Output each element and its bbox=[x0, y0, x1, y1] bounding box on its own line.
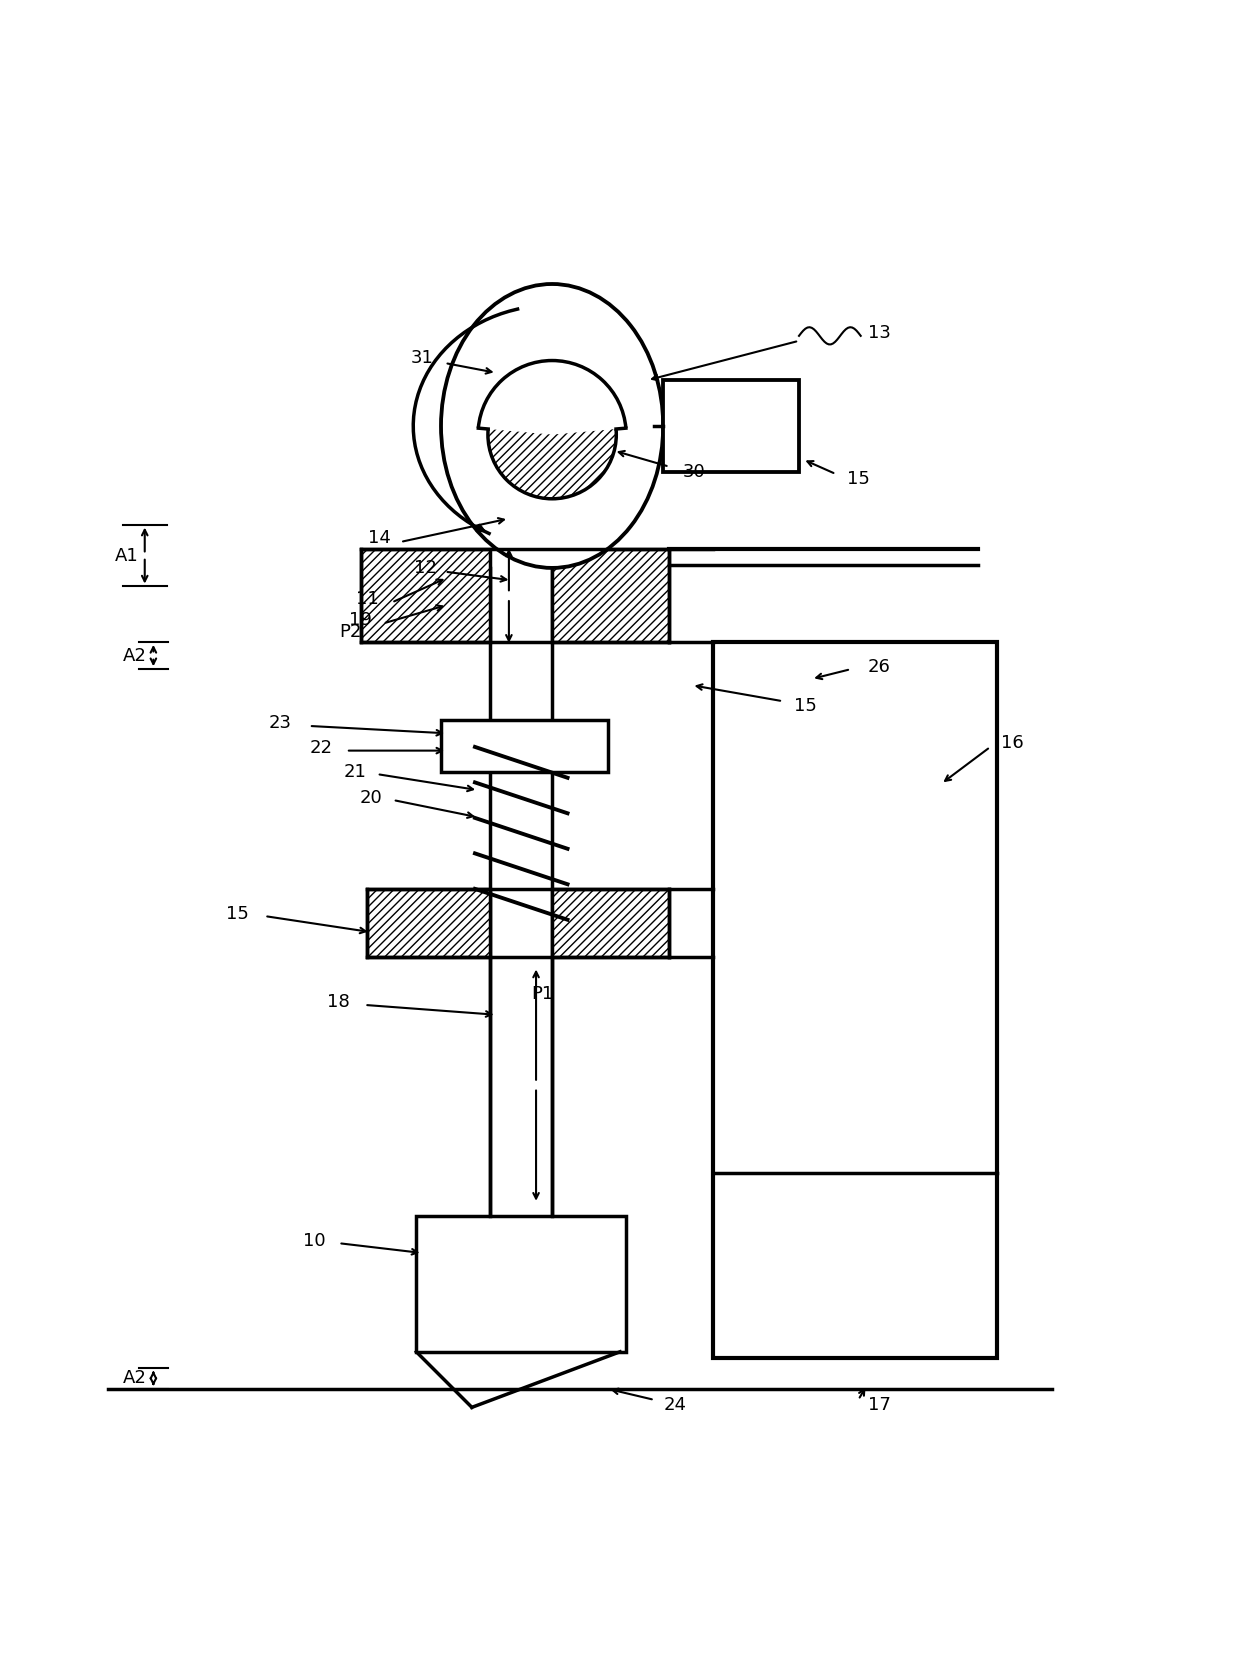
Text: 31: 31 bbox=[410, 349, 434, 368]
Bar bbox=[417, 1216, 626, 1352]
Text: 13: 13 bbox=[868, 324, 890, 343]
Text: 14: 14 bbox=[368, 529, 391, 547]
Text: 18: 18 bbox=[327, 994, 350, 1011]
Text: 19: 19 bbox=[350, 611, 372, 628]
Bar bbox=[361, 549, 490, 641]
Bar bbox=[552, 549, 670, 641]
Text: 12: 12 bbox=[413, 559, 436, 578]
Text: 10: 10 bbox=[303, 1232, 325, 1249]
Text: 20: 20 bbox=[360, 789, 382, 806]
Text: 23: 23 bbox=[269, 715, 293, 732]
Text: P2: P2 bbox=[340, 623, 362, 641]
Text: A1: A1 bbox=[115, 547, 139, 564]
Text: 15: 15 bbox=[226, 905, 249, 922]
Circle shape bbox=[487, 371, 616, 499]
Text: 17: 17 bbox=[868, 1395, 890, 1414]
Text: A2: A2 bbox=[123, 1370, 148, 1387]
Text: 22: 22 bbox=[310, 739, 332, 757]
Text: 24: 24 bbox=[665, 1395, 687, 1414]
Text: 11: 11 bbox=[356, 589, 378, 608]
Text: 30: 30 bbox=[683, 463, 706, 480]
Text: P1: P1 bbox=[531, 986, 553, 1002]
Bar bbox=[663, 379, 799, 472]
Text: 16: 16 bbox=[1001, 734, 1024, 752]
Ellipse shape bbox=[441, 284, 663, 568]
Text: 15: 15 bbox=[794, 697, 817, 715]
Bar bbox=[367, 888, 490, 957]
Bar bbox=[713, 641, 997, 1358]
Text: 15: 15 bbox=[847, 470, 869, 489]
Bar bbox=[441, 720, 608, 772]
Bar bbox=[552, 888, 670, 957]
Wedge shape bbox=[482, 364, 622, 435]
Text: A2: A2 bbox=[123, 646, 148, 665]
Text: 26: 26 bbox=[868, 658, 890, 675]
Text: 21: 21 bbox=[343, 762, 366, 781]
